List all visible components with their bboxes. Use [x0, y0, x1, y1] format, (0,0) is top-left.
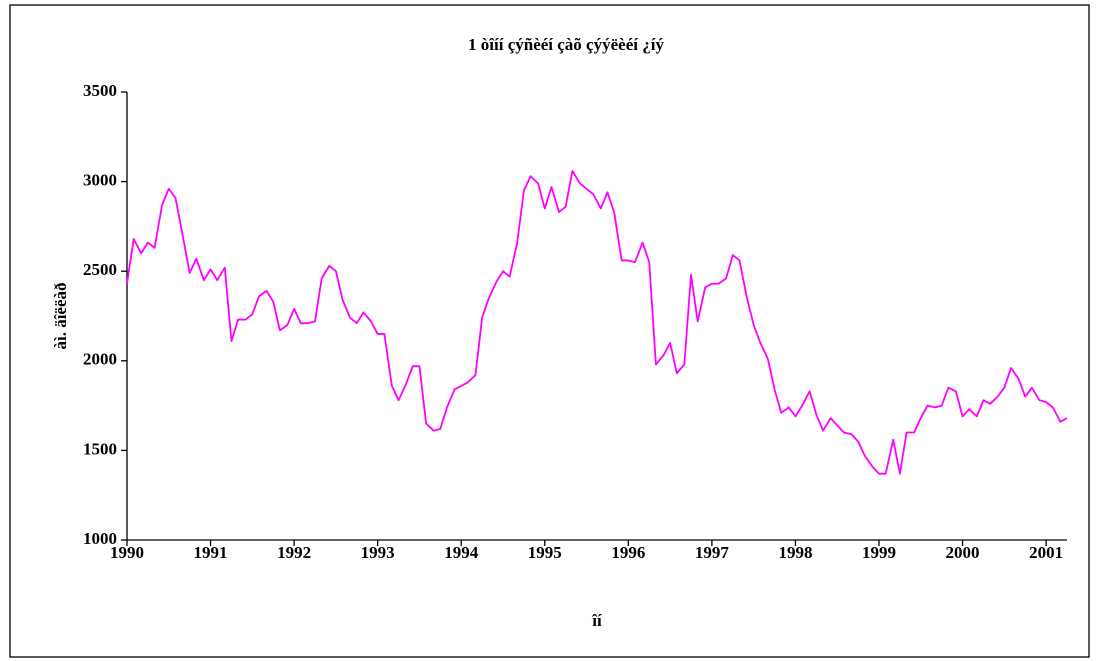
x-tick-label: 1995 — [528, 543, 562, 562]
x-tick-label: 2000 — [946, 543, 980, 562]
y-tick-label: 2000 — [83, 350, 117, 369]
x-tick-label: 2001 — [1029, 543, 1063, 562]
x-tick-label: 1996 — [611, 543, 645, 562]
x-axis-label: îí — [591, 611, 602, 630]
x-tick-label: 1991 — [194, 543, 228, 562]
y-axis-label: àì. äîëëàð — [51, 282, 70, 349]
y-tick-label: 1000 — [83, 529, 117, 548]
y-tick-label: 1500 — [83, 439, 117, 458]
x-tick-label: 1993 — [361, 543, 395, 562]
data-line — [126, 169, 1068, 475]
x-tick-label: 1997 — [695, 543, 730, 562]
chart-title: 1 òîíí çýñèéí çàõ çýýëèéí ¿íý — [468, 35, 664, 54]
x-tick-label: 1998 — [778, 543, 812, 562]
y-tick-label: 3500 — [83, 81, 117, 100]
x-tick-label: 1990 — [110, 543, 144, 562]
chart-frame — [9, 4, 1090, 658]
x-tick-label: 1994 — [444, 543, 479, 562]
x-tick-label: 1999 — [862, 543, 896, 562]
y-tick-label: 3000 — [83, 171, 117, 190]
x-tick-label: 1992 — [277, 543, 311, 562]
y-tick-label: 2500 — [83, 260, 117, 279]
